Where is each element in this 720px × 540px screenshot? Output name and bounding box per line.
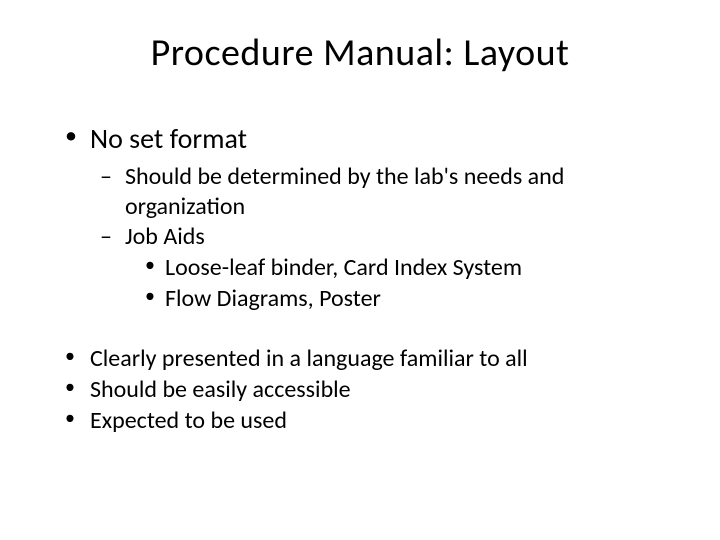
bullet-level1: No set format	[60, 121, 670, 156]
bullet-level3: Flow Diagrams, Poster	[140, 283, 670, 314]
spacer	[50, 314, 670, 344]
slide-title: Procedure Manual: Layout	[50, 30, 670, 76]
bullet-level1: Expected to be used	[60, 406, 670, 435]
bullet-level2: Should be determined by the lab's needs …	[100, 162, 670, 222]
bullet-level1: Clearly presented in a language familiar…	[60, 344, 670, 373]
bullet-level1: Should be easily accessible	[60, 375, 670, 404]
bullet-list-top: No set format Should be determined by th…	[50, 121, 670, 314]
bullet-level3: Loose-leaf binder, Card Index System	[140, 252, 670, 283]
bullet-list-bottom: Clearly presented in a language familiar…	[50, 344, 670, 435]
bullet-level2: Job Aids	[100, 222, 670, 252]
